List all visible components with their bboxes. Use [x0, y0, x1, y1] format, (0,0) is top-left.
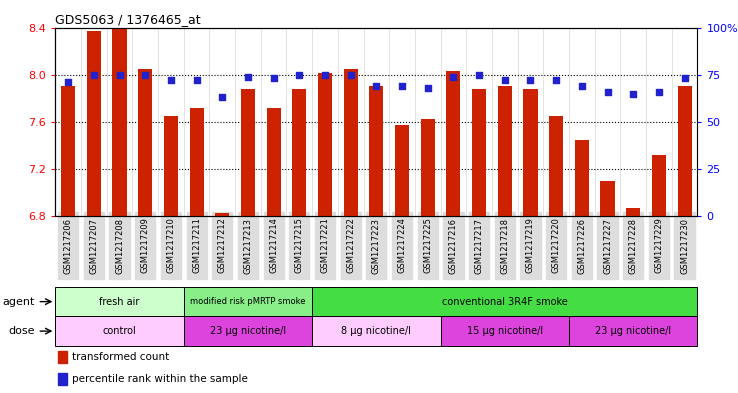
Bar	[677, 86, 692, 216]
Point	[242, 73, 254, 80]
Text: transformed count: transformed count	[72, 352, 169, 362]
Text: 8 µg nicotine/l: 8 µg nicotine/l	[342, 326, 411, 336]
Bar	[292, 89, 306, 216]
Point	[139, 72, 151, 78]
Bar	[190, 108, 204, 216]
Bar	[61, 86, 75, 216]
Bar	[184, 287, 312, 316]
Point	[525, 77, 537, 83]
Point	[345, 72, 356, 78]
Bar	[569, 316, 697, 346]
Text: modified risk pMRTP smoke: modified risk pMRTP smoke	[190, 297, 306, 306]
Text: conventional 3R4F smoke: conventional 3R4F smoke	[442, 297, 568, 307]
Bar	[55, 287, 184, 316]
Bar	[626, 208, 641, 216]
Point	[216, 94, 228, 101]
Point	[165, 77, 177, 83]
Bar	[575, 140, 589, 216]
Bar	[446, 71, 461, 216]
Bar	[395, 125, 409, 216]
Bar	[241, 89, 255, 216]
Point	[62, 79, 74, 85]
Point	[576, 83, 587, 89]
Text: control: control	[103, 326, 137, 336]
Bar	[58, 373, 67, 385]
Bar	[266, 108, 280, 216]
Text: 15 µg nicotine/l: 15 µg nicotine/l	[466, 326, 543, 336]
Bar	[318, 73, 332, 216]
Bar	[472, 89, 486, 216]
Point	[473, 72, 485, 78]
Bar	[312, 316, 441, 346]
Bar	[441, 316, 569, 346]
Bar	[87, 31, 101, 216]
Bar	[549, 116, 563, 216]
Text: dose: dose	[8, 326, 35, 336]
Bar	[112, 29, 127, 216]
Point	[601, 88, 613, 95]
Bar	[344, 69, 358, 216]
Point	[294, 72, 306, 78]
Point	[370, 83, 382, 89]
Point	[627, 90, 639, 97]
Point	[319, 72, 331, 78]
Text: 23 µg nicotine/l: 23 µg nicotine/l	[210, 326, 286, 336]
Bar	[184, 316, 312, 346]
Bar	[58, 351, 67, 363]
Bar	[369, 86, 384, 216]
Point	[268, 75, 280, 82]
Point	[88, 72, 100, 78]
Bar	[138, 69, 152, 216]
Text: fresh air: fresh air	[100, 297, 139, 307]
Point	[396, 83, 408, 89]
Bar	[164, 116, 178, 216]
Bar	[312, 287, 697, 316]
Text: percentile rank within the sample: percentile rank within the sample	[72, 374, 248, 384]
Bar	[523, 89, 537, 216]
Text: 23 µg nicotine/l: 23 µg nicotine/l	[595, 326, 672, 336]
Bar	[55, 316, 184, 346]
Point	[551, 77, 562, 83]
Bar	[215, 213, 230, 216]
Point	[190, 77, 202, 83]
Point	[114, 72, 125, 78]
Text: agent: agent	[2, 297, 35, 307]
Point	[653, 88, 665, 95]
Bar	[652, 155, 666, 216]
Point	[679, 75, 691, 82]
Bar	[601, 181, 615, 216]
Text: GDS5063 / 1376465_at: GDS5063 / 1376465_at	[55, 13, 201, 26]
Bar	[421, 119, 435, 216]
Point	[447, 73, 459, 80]
Bar	[497, 86, 512, 216]
Point	[499, 77, 511, 83]
Point	[422, 85, 434, 91]
